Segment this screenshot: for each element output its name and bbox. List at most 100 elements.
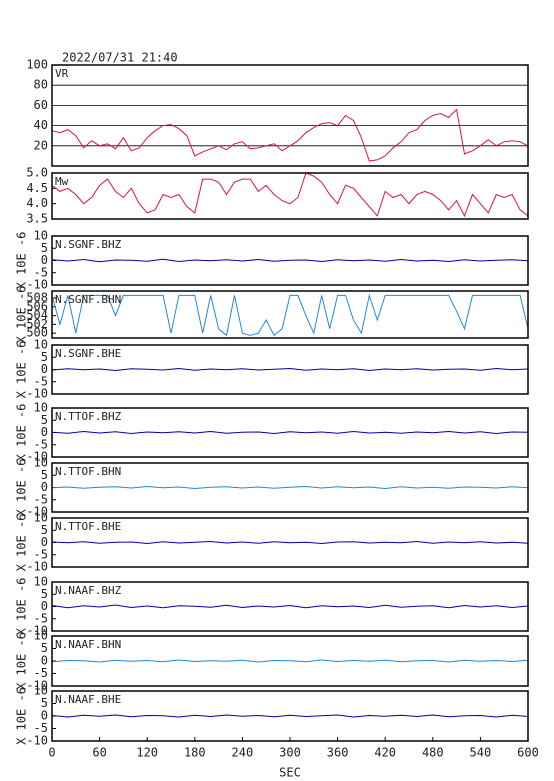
x-tick-label: 180 <box>184 746 206 760</box>
panel-label: N.NAAF.BHN <box>55 638 121 651</box>
y-tick-label: 0 <box>41 654 48 668</box>
panel-label: N.TTOF.BHN <box>55 465 121 478</box>
y-tick-label: -5 <box>34 437 48 451</box>
panel-frame <box>51 517 529 568</box>
trace <box>51 430 529 435</box>
y-tick-label: 500 <box>26 326 48 340</box>
x-tick-label: 600 <box>517 746 539 760</box>
trace <box>51 258 529 263</box>
y-tick-label: 502 <box>26 317 48 331</box>
y-tick-label: 504 <box>26 308 48 322</box>
y-tick-label: 40 <box>34 118 48 132</box>
y-tick-label: 100 <box>26 58 48 72</box>
y-tick-label: 5 <box>41 350 48 364</box>
x-tick-label: 240 <box>232 746 254 760</box>
panel-frame <box>51 462 529 513</box>
panel-label: N.TTOF.BHE <box>55 520 121 533</box>
trace <box>51 367 529 372</box>
y-tick-label: 10 <box>34 511 48 525</box>
x-tick-label: 540 <box>470 746 492 760</box>
y-tick-label: 5.0 <box>26 166 48 180</box>
y-tick-label: 506 <box>26 299 48 313</box>
y-axis-label: X 10E -6 <box>15 286 29 344</box>
x-axis-label: SEC <box>279 766 301 780</box>
y-tick-label: -10 <box>26 450 48 464</box>
y-tick-label: 5 <box>41 523 48 537</box>
y-tick-label: -10 <box>26 560 48 574</box>
y-tick-label: 5 <box>41 641 48 655</box>
panel-frame <box>51 635 529 687</box>
panel-label: N.SGNF.BHE <box>55 347 121 360</box>
y-tick-label: 508 <box>26 291 48 305</box>
y-tick-label: 0 <box>41 480 48 494</box>
y-tick-label: 0 <box>41 535 48 549</box>
panel-label: N.SGNF.BHN <box>55 293 121 306</box>
y-tick-label: 5 <box>41 696 48 710</box>
trace <box>51 659 529 663</box>
y-tick-label: 10 <box>34 401 48 415</box>
panel-label: N.NAAF.BHE <box>55 693 121 706</box>
y-tick-label: 0 <box>41 599 48 613</box>
y-tick-label: 4.0 <box>26 196 48 210</box>
y-tick-label: -10 <box>26 734 48 748</box>
y-axis-label: X 10E -6 <box>15 578 29 636</box>
y-tick-label: -10 <box>26 278 48 292</box>
y-axis-label: X 10E -6 <box>15 687 29 745</box>
panel-frame <box>51 407 529 458</box>
y-axis-label: X 10E -6 <box>15 341 29 399</box>
panel-label: N.TTOF.BHZ <box>55 410 122 423</box>
y-tick-label: 5 <box>41 587 48 601</box>
panel-frame <box>51 344 529 395</box>
panel-frame <box>51 64 529 167</box>
panel-label: N.NAAF.BHZ <box>55 584 122 597</box>
y-tick-label: -5 <box>34 721 48 735</box>
y-tick-label: 4.5 <box>26 181 48 195</box>
y-tick-label: 0 <box>41 425 48 439</box>
y-tick-label: 0 <box>41 709 48 723</box>
trace <box>51 485 529 490</box>
y-axis-label: X 10E -6 <box>15 514 29 572</box>
y-tick-label: 10 <box>34 456 48 470</box>
panel-frame <box>51 581 529 632</box>
y-tick-label: -10 <box>26 679 48 693</box>
y-tick-label: 0 <box>41 362 48 376</box>
y-tick-label: -5 <box>34 666 48 680</box>
y-tick-label: 60 <box>34 98 48 112</box>
y-tick-label: -5 <box>34 547 48 561</box>
y-tick-label: 10 <box>34 629 48 643</box>
y-tick-label: 5 <box>41 241 48 255</box>
y-tick-label: 0 <box>41 253 48 267</box>
chart-title: 2022/07/31 21:40 <box>62 51 178 65</box>
x-tick-label: 300 <box>279 746 301 760</box>
y-axis-label: X 10E -6 <box>15 232 29 290</box>
y-tick-label: 10 <box>34 229 48 243</box>
y-tick-label: 5 <box>41 468 48 482</box>
y-tick-label: 10 <box>34 684 48 698</box>
y-tick-label: -5 <box>34 265 48 279</box>
panel-frame <box>51 235 529 286</box>
y-tick-label: 10 <box>34 338 48 352</box>
y-tick-label: -10 <box>26 387 48 401</box>
y-tick-label: 5 <box>41 413 48 427</box>
trace <box>51 604 529 609</box>
trace <box>51 540 529 545</box>
y-tick-label: 80 <box>34 78 48 92</box>
panel-frame <box>51 290 529 339</box>
x-tick-label: 480 <box>422 746 444 760</box>
y-tick-label: -10 <box>26 624 48 638</box>
trace <box>51 293 529 337</box>
y-tick-label: 3.5 <box>26 212 48 226</box>
panel-label: N.SGNF.BHZ <box>55 238 122 251</box>
y-axis-label: X 10E -6 <box>15 459 29 517</box>
y-axis-label: X 10E -6 <box>15 404 29 462</box>
y-tick-label: 10 <box>34 575 48 589</box>
panel-label: Mw <box>55 175 69 188</box>
y-tick-label: -5 <box>34 611 48 625</box>
y-tick-label: -5 <box>34 492 48 506</box>
trace <box>51 108 529 162</box>
y-axis-label: X 10E -6 <box>15 632 29 690</box>
x-tick-label: 60 <box>92 746 106 760</box>
x-tick-label: 360 <box>327 746 349 760</box>
panel-frame <box>51 172 529 220</box>
